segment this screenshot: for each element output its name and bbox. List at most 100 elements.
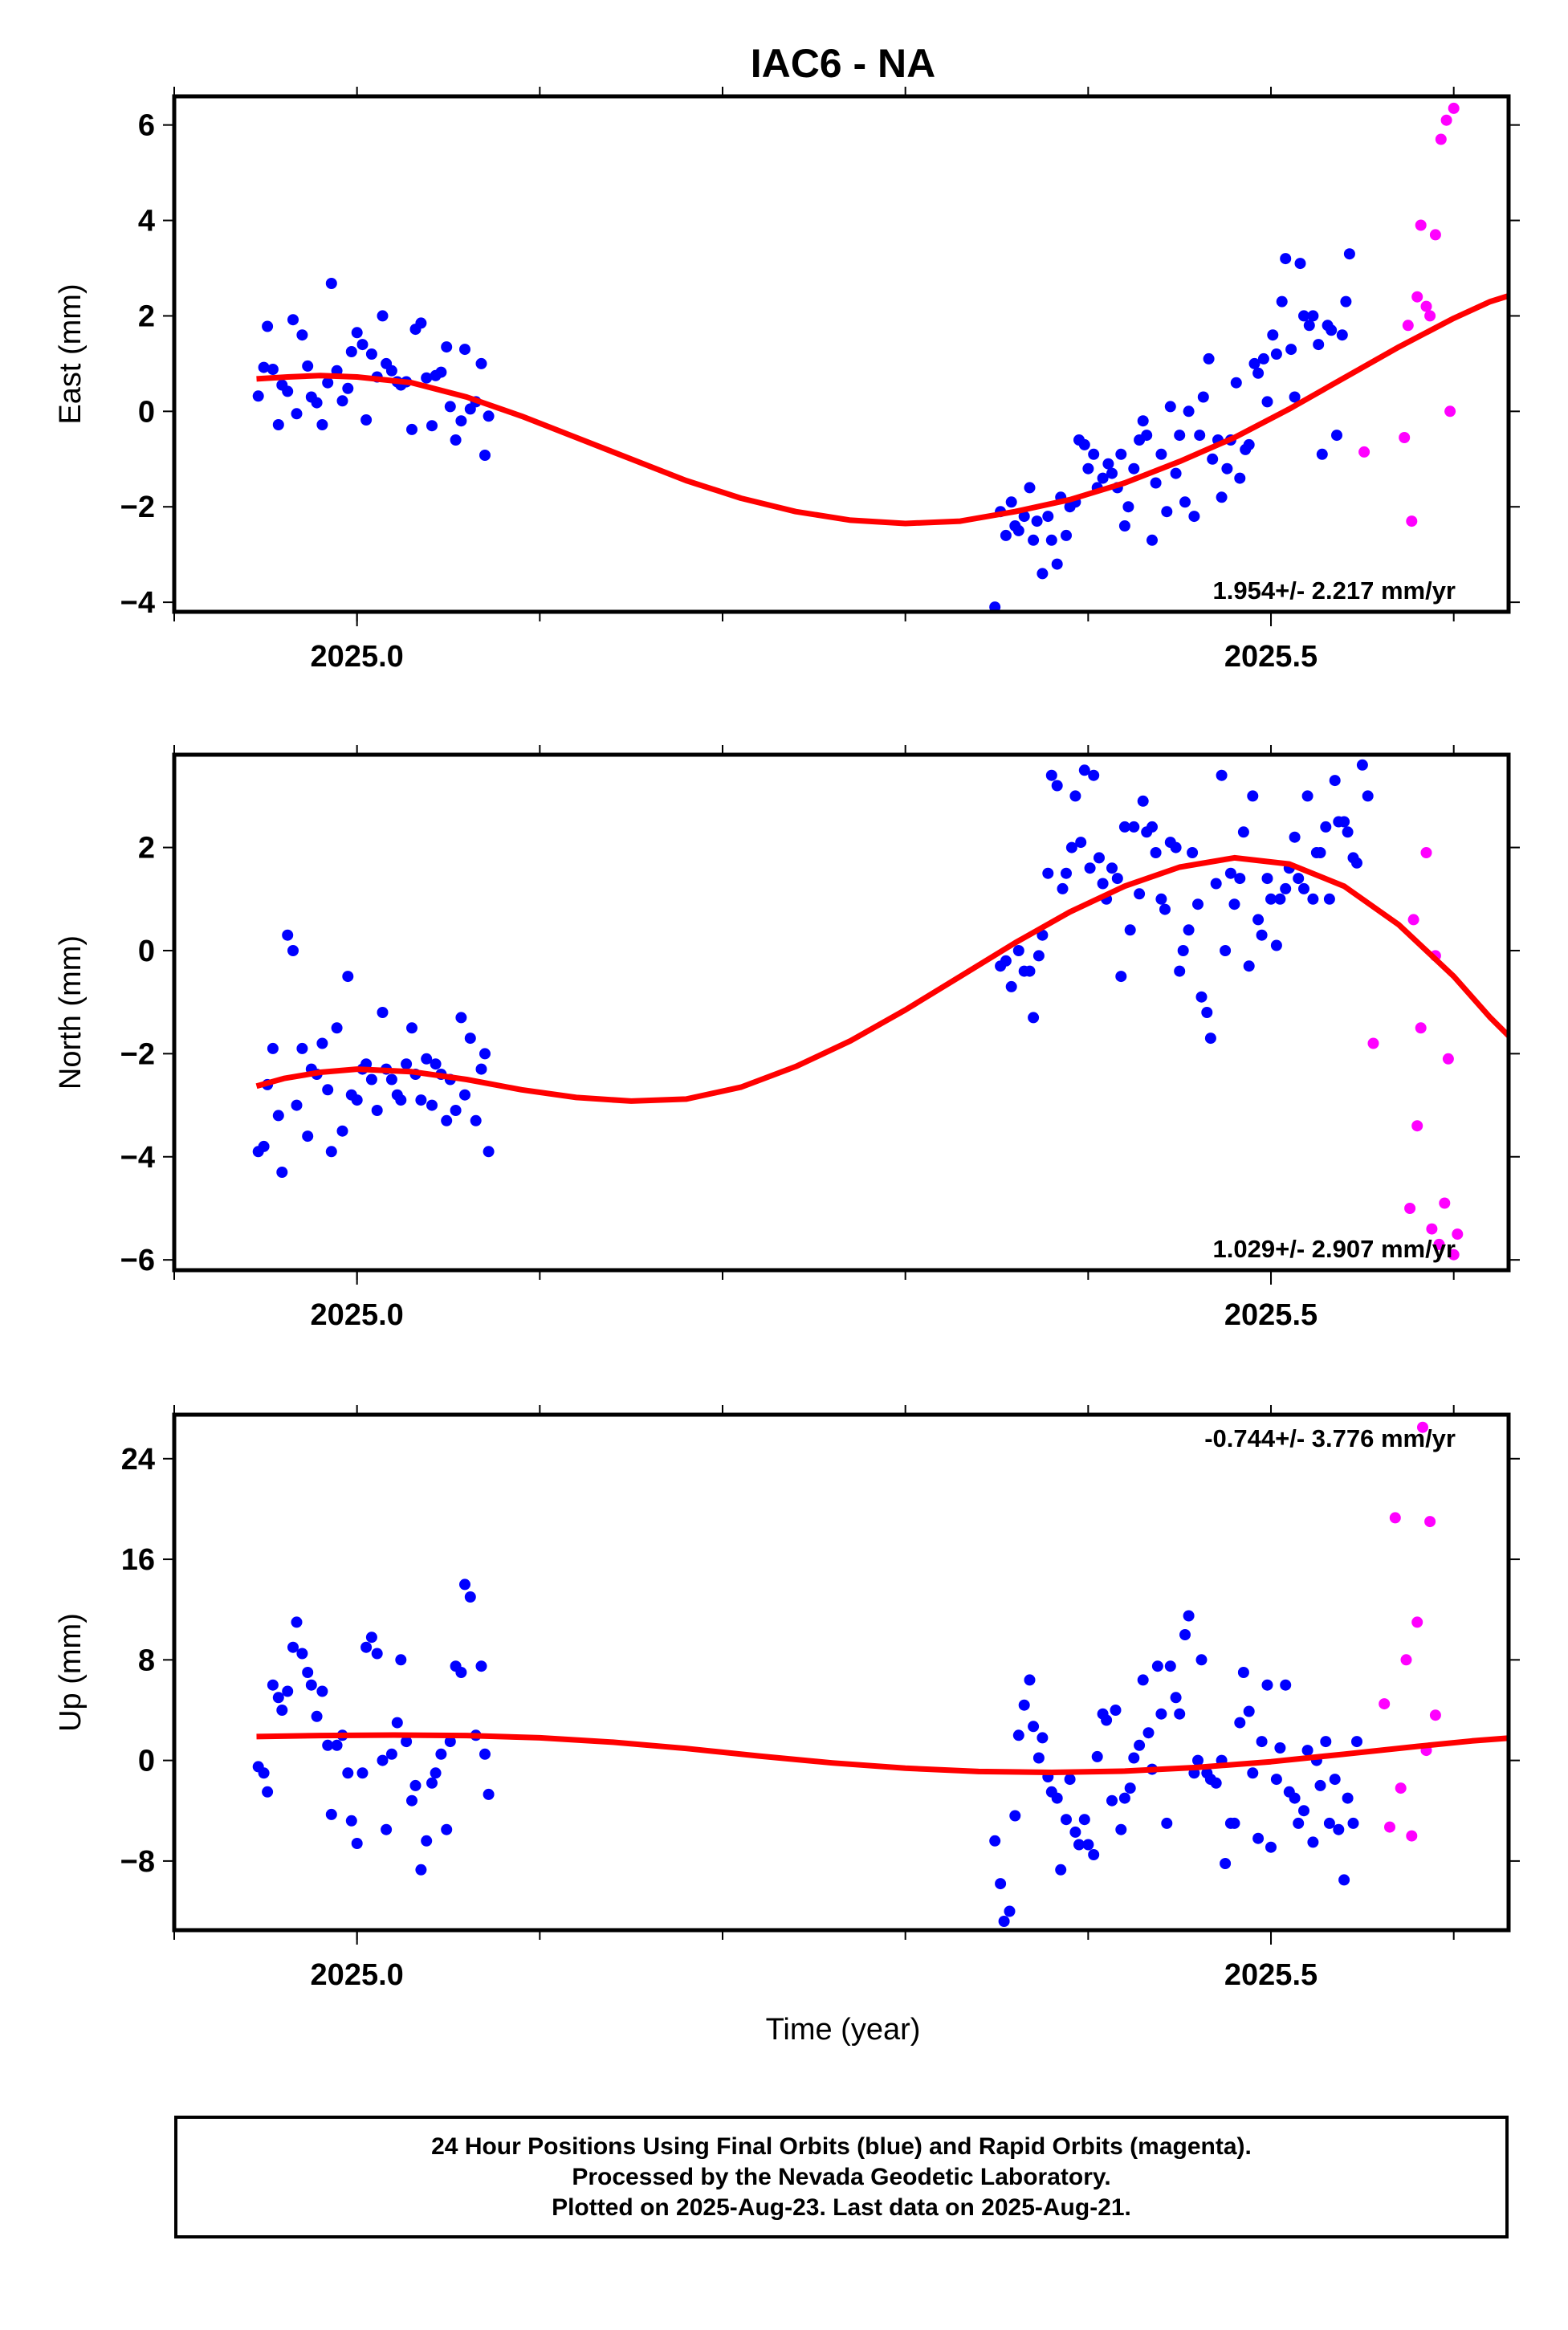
rapid-orbit-point [1411, 291, 1423, 303]
final-orbit-point [1261, 873, 1273, 885]
final-orbit-point [1094, 852, 1105, 864]
final-orbit-point [325, 1808, 337, 1820]
final-orbit-point [1115, 971, 1127, 983]
final-orbit-point [351, 1094, 363, 1106]
final-orbit-point [1045, 769, 1057, 781]
final-orbit-point [377, 310, 389, 322]
final-orbit-point [267, 364, 279, 375]
plot-area [252, 102, 1509, 612]
rapid-orbit-point [1444, 405, 1456, 418]
final-orbit-point [1289, 1792, 1301, 1804]
final-orbit-point [1307, 893, 1319, 905]
final-orbit-point [1137, 795, 1149, 807]
rapid-orbit-point [1424, 310, 1436, 322]
chart-title: IAC6 - NA [751, 41, 936, 86]
y-tick-label: 4 [138, 205, 155, 238]
rate-annotation: 1.954+/- 2.217 mm/yr [1213, 576, 1456, 605]
final-orbit-point [336, 1125, 348, 1137]
final-orbit-point [441, 1114, 453, 1126]
final-orbit-point [282, 929, 294, 941]
final-orbit-point [1248, 357, 1261, 369]
final-orbit-point [1243, 438, 1255, 450]
final-orbit-point [1170, 841, 1182, 853]
final-orbit-point [311, 1710, 323, 1722]
rapid-orbit-point [1429, 229, 1441, 241]
final-orbit-point [1012, 1729, 1024, 1741]
final-orbit-point [1101, 1714, 1113, 1726]
final-orbit-point [1000, 955, 1012, 967]
x-tick-label: 2025.5 [1224, 640, 1318, 674]
final-orbit-point [1195, 991, 1208, 1003]
final-orbit-point [1301, 790, 1313, 802]
final-orbit-point [1351, 1736, 1362, 1748]
final-orbit-point [1122, 501, 1134, 513]
panel-up: 2025.0 2025.5 −8 0 8 16 24 Up (mm) -0.744+/- 3.7… [54, 1405, 1520, 1992]
y-tick-label: 24 [121, 1443, 155, 1477]
final-orbit-point [1280, 882, 1292, 894]
final-orbit-point [296, 329, 308, 341]
final-orbit-point [415, 1094, 427, 1106]
final-orbit-point [1051, 1792, 1063, 1804]
final-orbit-point [1333, 1823, 1345, 1835]
final-orbit-point [1005, 496, 1017, 508]
note-line-orbits: 24 Hour Positions Using Final Orbits (bl… [431, 2132, 1252, 2160]
final-orbit-point [1146, 534, 1158, 546]
final-orbit-point [1247, 1767, 1259, 1779]
final-orbit-point [1329, 1774, 1341, 1786]
x-tick-label: 2025.5 [1224, 1298, 1318, 1332]
final-orbit-point [475, 357, 487, 369]
final-orbit-point [1303, 320, 1315, 332]
rapid-orbit-point [1367, 1037, 1379, 1049]
final-orbit-point [426, 1099, 438, 1111]
final-orbit-point [1061, 1814, 1072, 1826]
final-orbit-point [287, 314, 299, 326]
final-orbit-point [1216, 769, 1228, 781]
final-orbit-point [345, 346, 357, 357]
panel-frame [172, 1412, 1511, 1933]
final-orbit-point [351, 327, 363, 339]
final-orbit-point [1320, 1736, 1332, 1748]
y-tick-label: 8 [138, 1644, 155, 1677]
final-orbit-point [1261, 396, 1273, 408]
final-orbit-point [1256, 1736, 1268, 1748]
final-orbit-point [1106, 1794, 1118, 1807]
y-axis-label: Up (mm) [54, 1613, 88, 1732]
final-orbit-point [1024, 965, 1036, 977]
rate-annotation: -0.744+/- 3.776 mm/yr [1204, 1424, 1456, 1452]
final-orbit-point [1179, 496, 1191, 508]
final-orbit-point [1141, 430, 1153, 442]
final-orbit-point [1210, 878, 1222, 890]
final-orbit-point [272, 419, 284, 430]
final-orbit-point [401, 1058, 413, 1070]
final-orbit-point [1289, 391, 1301, 403]
y-tick-label: 2 [138, 832, 155, 866]
model-fit-line [256, 292, 1509, 527]
model-fit-line [256, 1732, 1509, 1775]
final-orbit-point [1018, 511, 1030, 523]
rapid-orbit-point [1407, 914, 1419, 926]
final-orbit-point [1142, 1727, 1155, 1739]
final-orbit-point [1234, 472, 1246, 484]
rapid-orbit-point [1389, 1512, 1401, 1524]
y-tick-label: −2 [120, 491, 155, 524]
final-orbit-point [1293, 1817, 1305, 1829]
y-axis-label: North (mm) [54, 935, 88, 1090]
final-orbit-point [1032, 1752, 1045, 1764]
final-orbit-point [1174, 430, 1186, 442]
rapid-orbit-point [1448, 102, 1460, 114]
final-orbit-point [1267, 329, 1279, 341]
final-orbit-point [1329, 775, 1341, 787]
final-orbit-point [282, 385, 294, 397]
final-orbit-point [1270, 939, 1282, 951]
final-orbit-point [391, 1717, 403, 1729]
final-orbit-point [1220, 1858, 1232, 1869]
rapid-orbit-point [1417, 1421, 1428, 1433]
final-orbit-point [1091, 1750, 1103, 1762]
final-orbit-point [1252, 1832, 1265, 1844]
final-orbit-point [1342, 826, 1354, 838]
final-orbit-point [1024, 1674, 1036, 1686]
final-orbit-point [1294, 258, 1306, 270]
final-orbit-point [322, 377, 334, 389]
x-tick-label: 2025.5 [1224, 1958, 1318, 1992]
final-orbit-point [258, 1767, 270, 1779]
